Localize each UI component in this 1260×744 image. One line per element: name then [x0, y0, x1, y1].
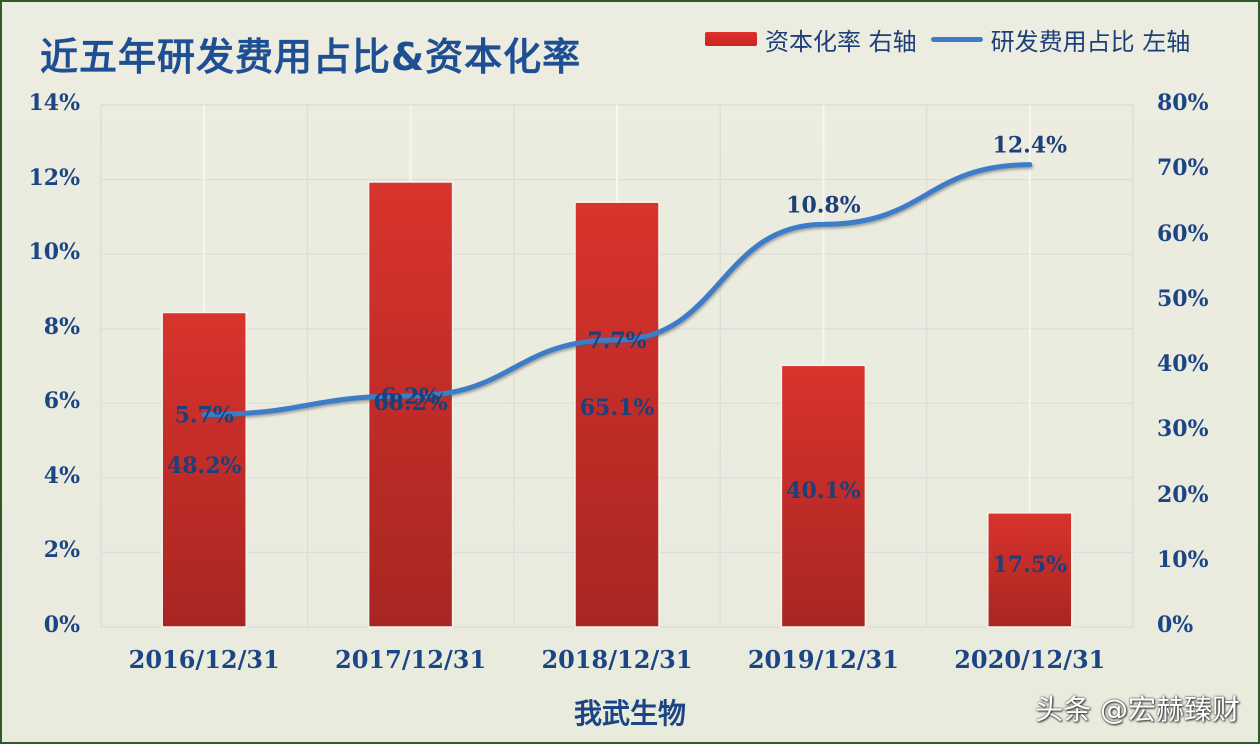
line-value-label: 7.7%	[587, 328, 646, 354]
x-axis-tick: 2016/12/31	[128, 645, 280, 674]
x-axis-title: 我武生物	[573, 697, 686, 730]
bar-series	[161, 181, 1073, 628]
bar-2020/12/31	[987, 512, 1073, 628]
line-value-label: 12.4%	[993, 133, 1068, 159]
line-value-label: 10.8%	[786, 192, 861, 218]
x-axis-tick: 2019/12/31	[747, 645, 899, 674]
chart-title: 近五年研发费用占比&资本化率	[40, 35, 582, 79]
bar-2017/12/31	[367, 181, 454, 628]
data-labels: 48.2% 68.2% 65.1% 40.1% 17.5% 5.7% 6.2% 7.7% 10.…	[167, 133, 1067, 578]
right-axis-tick: 70%	[1157, 155, 1209, 182]
right-axis-tick: 20%	[1157, 481, 1209, 508]
right-axis-tick: 80%	[1157, 90, 1209, 116]
right-axis-tick: 10%	[1157, 546, 1209, 573]
line-value-label: 6.2%	[381, 384, 440, 410]
line-value-label: 5.7%	[175, 402, 234, 428]
bar-value-label: 68.2%	[373, 390, 448, 416]
legend-line-label: 研发费用占比 左轴	[990, 27, 1191, 56]
right-axis-tick: 0%	[1157, 612, 1194, 638]
right-axis-tick: 50%	[1157, 285, 1209, 312]
legend-bar-swatch-icon	[705, 32, 757, 46]
right-axis-tick: 40%	[1157, 351, 1209, 377]
right-axis-tick: 30%	[1157, 416, 1209, 443]
bar-2018/12/31	[574, 201, 660, 628]
legend-line-swatch-icon	[930, 36, 983, 42]
legend: 资本化率 右轴 研发费用占比 左轴	[705, 22, 1190, 56]
left-axis-tick: 2%	[43, 537, 80, 564]
bar-value-label: 65.1%	[580, 395, 655, 421]
rd-ratio-line	[201, 162, 1033, 417]
left-axis-tick: 8%	[43, 313, 80, 340]
left-axis-tick: 4%	[43, 462, 80, 489]
line-series	[201, 162, 1033, 417]
left-axis-tick: 0%	[43, 612, 80, 638]
bar-value-label: 17.5%	[993, 552, 1068, 578]
watermark: 头条 @宏赫臻财	[1035, 693, 1240, 726]
x-axis-tick: 2020/12/31	[954, 645, 1106, 674]
left-axis-tick: 12%	[28, 164, 80, 191]
left-axis-tick: 6%	[43, 388, 80, 415]
x-axis-tick: 2017/12/31	[335, 645, 487, 674]
right-axis-tick: 60%	[1157, 220, 1209, 247]
legend-bar-label: 资本化率 右轴	[765, 27, 917, 56]
bar-value-label: 40.1%	[786, 478, 861, 504]
bar-2016/12/31	[161, 311, 247, 628]
left-axis-tick: 10%	[28, 239, 80, 266]
bar-value-label: 48.2%	[167, 453, 242, 479]
bar-2019/12/31	[780, 364, 867, 628]
left-axis-tick: 14%	[28, 90, 80, 116]
x-axis-tick: 2018/12/31	[541, 645, 693, 674]
